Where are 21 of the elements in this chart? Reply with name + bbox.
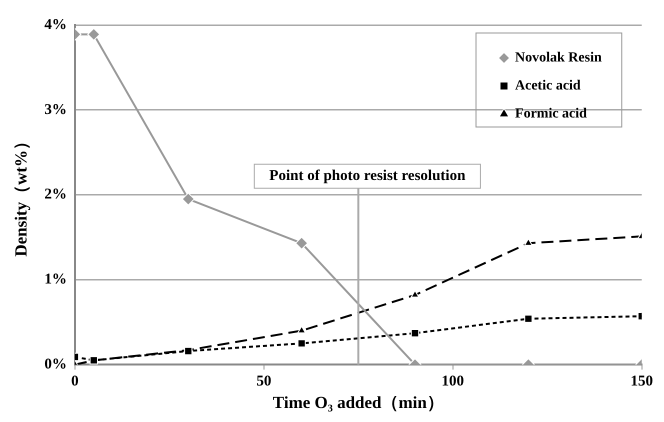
point [184,346,192,356]
legend-label: Formic acid [515,106,588,122]
y-tick-label: 4% [44,16,67,33]
x-tick-label: 0 [71,373,79,390]
point [87,28,100,41]
x-tick-label: 100 [442,373,464,390]
x-tick-label: 50 [256,373,272,390]
x-tick-label: 150 [630,373,653,390]
point [524,314,533,323]
y-tick-label: 0% [44,356,67,372]
point [182,192,195,206]
y-tick-label: 3% [44,102,67,118]
legend-label: Acetic acid [515,78,581,94]
y-axis-title: Density（wt%） [12,132,31,257]
y-tick-label: 1% [44,272,67,288]
point [295,236,308,250]
legend-label: Novolak Resin [515,50,602,66]
ref-line-label: Point of photo resist resolution [269,168,466,184]
point [410,329,420,338]
y-tick-label: 2% [44,186,67,203]
x-axis-title: Time O₃ added（min） [272,393,444,412]
